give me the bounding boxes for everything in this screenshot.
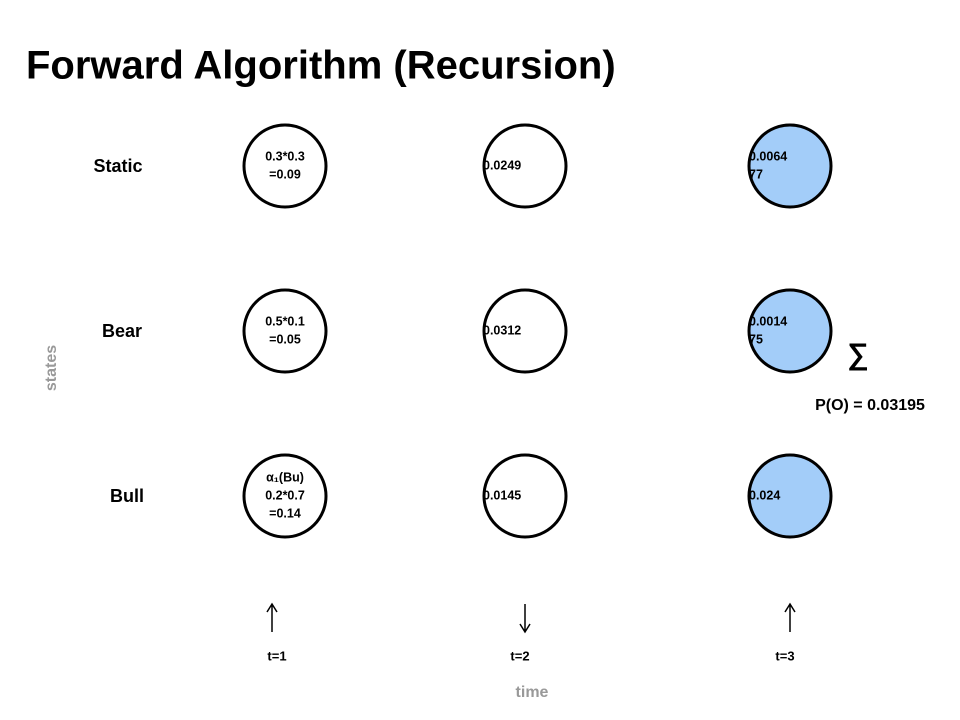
trellis-node	[242, 123, 328, 209]
node-value: 0.0064	[749, 149, 787, 163]
arrow-up	[784, 602, 796, 632]
arrow-down	[519, 604, 531, 634]
node-value: 75	[749, 332, 763, 346]
y-axis-label: states	[43, 345, 60, 391]
time-label: t=3	[775, 648, 794, 663]
sum-symbol: ∑	[847, 338, 868, 371]
trellis-node	[242, 453, 328, 539]
trellis-node	[482, 453, 568, 539]
node-value: 77	[749, 167, 763, 181]
slide-title: Forward Algorithm (Recursion)	[26, 44, 616, 88]
x-axis-label: time	[516, 684, 549, 701]
node-value: 0.0312	[483, 323, 521, 337]
node-value: 0.0014	[749, 314, 787, 328]
node-value: α₁(Bu)	[266, 470, 304, 484]
trellis-node	[747, 123, 833, 209]
arrow-up	[266, 602, 278, 632]
node-value: 0.024	[749, 488, 780, 502]
state-label: Static	[93, 156, 142, 176]
state-label: Bear	[102, 321, 142, 341]
node-value: 0.0145	[483, 488, 521, 502]
state-label: Bull	[110, 486, 144, 506]
trellis-node	[747, 288, 833, 374]
result: P(O) = 0.03195	[815, 397, 925, 414]
node-value: =0.14	[269, 506, 301, 520]
node-value: 0.3*0.3	[265, 149, 305, 163]
trellis-node	[482, 123, 568, 209]
node-value: 0.2*0.7	[265, 488, 305, 502]
trellis-node	[747, 453, 833, 539]
time-label: t=1	[267, 648, 286, 663]
node-value: 0.5*0.1	[265, 314, 305, 328]
trellis-node	[482, 288, 568, 374]
node-value: =0.09	[269, 167, 301, 181]
node-value: 0.0249	[483, 158, 521, 172]
time-label: t=2	[510, 648, 529, 663]
time-arrows	[266, 602, 796, 634]
node-value: =0.05	[269, 332, 301, 346]
trellis-node	[242, 288, 328, 374]
